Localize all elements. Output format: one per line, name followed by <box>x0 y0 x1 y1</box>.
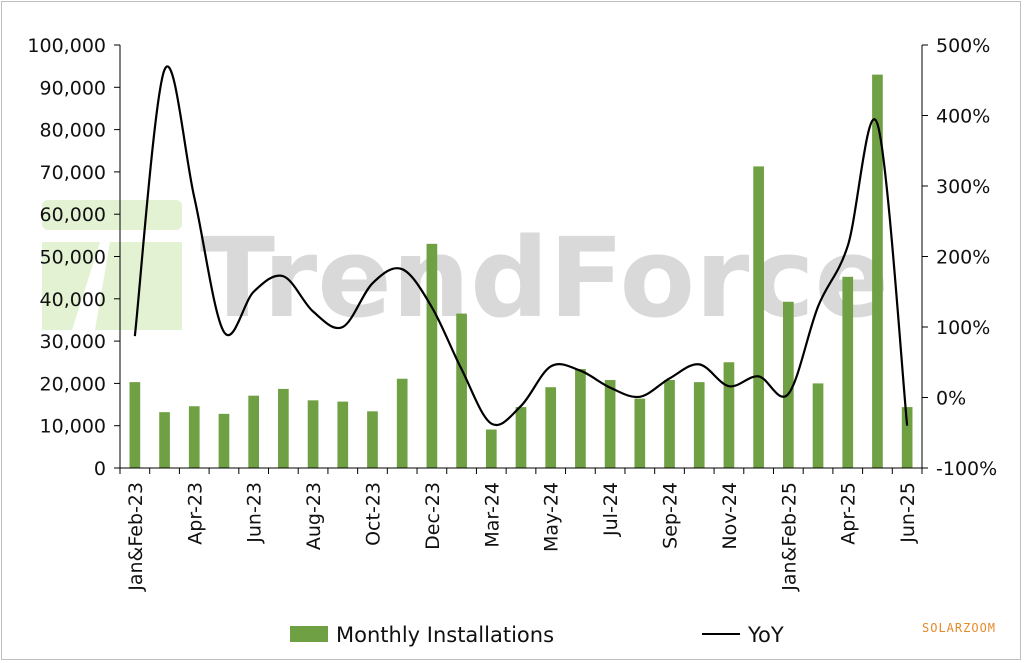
bar <box>545 387 557 468</box>
bar <box>782 301 794 468</box>
x-tick-label: Jun-23 <box>244 482 266 544</box>
bar <box>278 388 289 468</box>
x-axis: Jan&Feb-23 Apr-23 Jun-23 Aug-23 Oct-23 Dec-23… <box>119 467 923 592</box>
bar <box>456 313 467 468</box>
y-axis-right: -100% 0% 100% 200% 300% 400% 500% <box>921 35 997 480</box>
legend: Monthly Installations YoY <box>290 623 784 647</box>
x-tick-label: Mar-24 <box>481 482 503 548</box>
bar <box>248 395 260 468</box>
bar <box>337 401 349 468</box>
y-left-tick-label: 10,000 <box>40 416 106 438</box>
x-tick-label: Jul-24 <box>600 482 622 537</box>
bar <box>129 382 141 468</box>
legend-label-installations: Monthly Installations <box>336 623 554 647</box>
x-tick-label: May-24 <box>541 482 563 552</box>
yoy-line <box>133 65 909 427</box>
x-tick-label: Aug-23 <box>303 482 325 550</box>
credit-text: SOLARZOOM <box>922 621 996 635</box>
y-left-tick-label: 60,000 <box>40 204 106 226</box>
bar <box>901 407 913 468</box>
y-right-tick-label: 400% <box>936 106 990 128</box>
bar <box>159 412 170 468</box>
y-right-tick-label: -100% <box>936 458 997 480</box>
y-right-tick-label: 200% <box>936 247 990 269</box>
bar <box>842 276 854 468</box>
line-series <box>133 65 909 427</box>
bar <box>426 243 438 468</box>
bar <box>575 369 586 468</box>
bar <box>604 380 616 468</box>
bar <box>693 382 705 468</box>
x-tick-label: Apr-25 <box>838 482 860 545</box>
y-left-tick-label: 20,000 <box>40 373 106 395</box>
y-left-tick-label: 30,000 <box>40 331 106 353</box>
y-left-tick-label: 80,000 <box>40 120 106 142</box>
bar <box>515 407 527 468</box>
legend-label-yoy: YoY <box>747 623 784 647</box>
y-axis-left: 0 10,000 20,000 30,000 40,000 50,000 60,000 70,… <box>27 35 121 480</box>
bar <box>872 74 883 469</box>
bar <box>396 378 408 468</box>
y-right-tick-label: 300% <box>936 176 990 198</box>
y-left-tick-label: 90,000 <box>40 77 106 99</box>
x-tick-label: Jan&Feb-25 <box>778 482 800 592</box>
y-right-tick-label: 100% <box>936 317 990 339</box>
bar <box>307 400 319 468</box>
y-left-tick-label: 40,000 <box>40 289 106 311</box>
bar <box>664 380 675 468</box>
x-tick-label: Nov-24 <box>719 482 741 550</box>
x-tick-label: Sep-24 <box>660 482 682 549</box>
x-tick-label: Jan&Feb-23 <box>125 482 147 592</box>
bar <box>188 406 200 468</box>
bar <box>753 166 764 468</box>
bar <box>367 411 378 468</box>
y-right-tick-label: 500% <box>936 35 990 57</box>
x-tick-label: Oct-23 <box>362 482 384 546</box>
bar <box>723 362 735 468</box>
legend-swatch-installations <box>290 626 328 642</box>
x-tick-label: Dec-23 <box>422 482 444 550</box>
x-tick-label: Jun-25 <box>897 482 919 544</box>
y-left-tick-label: 100,000 <box>27 35 106 57</box>
bar <box>634 398 646 468</box>
y-left-tick-label: 50,000 <box>40 247 106 269</box>
y-left-tick-label: 0 <box>94 458 106 480</box>
bar-series <box>129 74 913 469</box>
x-tick-label: Apr-23 <box>184 482 206 545</box>
bar <box>485 429 497 468</box>
watermark-text: TrendForce <box>200 214 889 342</box>
y-right-tick-label: 0% <box>936 388 966 410</box>
bar <box>218 413 230 468</box>
bar <box>812 383 824 468</box>
y-left-tick-label: 70,000 <box>40 162 106 184</box>
